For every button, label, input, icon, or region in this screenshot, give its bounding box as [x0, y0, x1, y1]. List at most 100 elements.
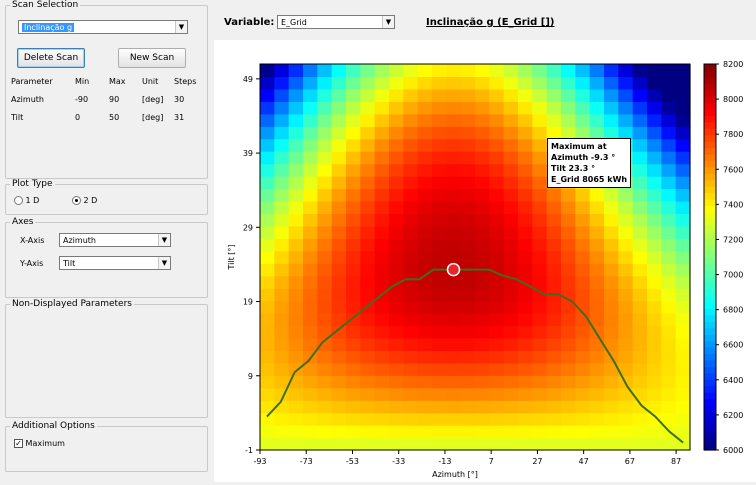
heatmap-cell: [389, 176, 404, 190]
chevron-down-icon[interactable]: ▼: [382, 16, 394, 28]
heatmap-cell: [489, 163, 505, 177]
heatmap-cell: [346, 113, 361, 127]
heatmap-cell: [561, 64, 576, 78]
table-cell: 30: [174, 94, 185, 104]
heatmap-cell: [561, 300, 576, 314]
colorbar-segment: [704, 128, 716, 136]
heatmap-cell: [432, 437, 447, 451]
heatmap-cell: [575, 387, 591, 401]
heatmap-cell: [288, 387, 304, 401]
heatmap-cell: [475, 88, 490, 102]
table-row[interactable]: Tilt 0 50 [deg] 31: [11, 108, 203, 126]
radio-2d-circle[interactable]: [72, 196, 81, 205]
heatmap-cell: [589, 113, 605, 127]
heatmap-cell: [274, 188, 290, 202]
heatmap-cell: [288, 362, 304, 376]
colorbar-segment: [704, 417, 716, 425]
radio-1d-circle[interactable]: [14, 196, 23, 205]
heatmap-cell: [288, 213, 304, 227]
heatmap-cell: [546, 375, 562, 389]
heatmap-cell: [260, 176, 275, 190]
heatmap-cell: [604, 263, 619, 277]
colorbar-segment: [704, 263, 716, 271]
colorbar-segment: [704, 353, 716, 361]
heatmap-cell: [432, 238, 447, 252]
heatmap-cell: [632, 362, 648, 376]
colorbar-segment: [704, 404, 716, 412]
maximum-checkbox[interactable]: ✓ Maximum: [14, 439, 65, 448]
heatmap-cell: [360, 188, 376, 202]
heatmap-cell: [389, 313, 404, 327]
colorbar-tick-label: 7200: [723, 235, 743, 244]
heatmap-cell: [503, 163, 519, 177]
delete-scan-button[interactable]: Delete Scan: [17, 48, 85, 68]
heatmap-cell: [503, 188, 519, 202]
heatmap-cell: [460, 88, 476, 102]
table-row[interactable]: Azimuth -90 90 [deg] 30: [11, 90, 203, 108]
heatmap-cell: [618, 325, 634, 339]
heatmap-cell: [403, 387, 419, 401]
heatmap-cell: [632, 200, 648, 215]
heatmap-cell: [647, 350, 662, 364]
heatmap-cell: [432, 188, 447, 202]
check-icon[interactable]: ✓: [14, 439, 23, 448]
heatmap-cell: [260, 412, 275, 426]
heatmap-cell: [647, 425, 662, 439]
heatmap-cell: [546, 213, 562, 227]
heatmap-cell: [288, 163, 304, 177]
heatmap-cell: [331, 163, 347, 177]
heatmap-cell: [288, 176, 304, 190]
heatmap-cell: [331, 375, 347, 389]
heatmap-cell: [360, 250, 376, 264]
radio-1d[interactable]: 1 D: [14, 196, 39, 205]
heatmap-cell: [647, 88, 662, 102]
heatmap-cell: [360, 163, 376, 177]
radio-2d[interactable]: 2 D: [72, 196, 97, 205]
chevron-down-icon[interactable]: ▼: [158, 257, 170, 269]
heatmap-cell: [561, 337, 576, 351]
heatmap-cell: [503, 325, 519, 339]
heatmap-cell: [331, 313, 347, 327]
heatmap-cell: [260, 288, 275, 302]
heatmap-cell: [675, 250, 691, 264]
heatmap-cell: [489, 275, 505, 289]
heatmap-cell: [503, 412, 519, 426]
heatmap-cell: [360, 151, 376, 165]
heatmap-cell: [618, 275, 634, 289]
heatmap-cell: [260, 337, 275, 351]
variable-select[interactable]: E_Grid ▼: [277, 15, 395, 29]
heatmap-cell: [331, 362, 347, 376]
heatmap-cell: [460, 101, 476, 115]
heatmap-cell: [518, 101, 533, 115]
heatmap-cell: [360, 101, 376, 115]
heatmap-cell: [432, 225, 447, 239]
new-scan-button[interactable]: New Scan: [118, 48, 186, 68]
heatmap-cell: [331, 113, 347, 127]
heatmap-cell: [546, 400, 562, 414]
heatmap-cell: [489, 88, 505, 102]
x-axis-select[interactable]: Azimuth ▼: [59, 233, 171, 247]
heatmap-cell: [618, 64, 634, 78]
heatmap-cell: [561, 362, 576, 376]
heatmap-cell: [647, 188, 662, 202]
colorbar-segment: [704, 359, 716, 367]
y-axis-select[interactable]: Tilt ▼: [59, 256, 171, 270]
chevron-down-icon[interactable]: ▼: [175, 21, 187, 33]
heatmap-cell: [446, 200, 462, 215]
x-tick-label: -13: [438, 457, 451, 466]
colorbar-segment: [704, 269, 716, 277]
heatmap-cell: [546, 387, 562, 401]
heatmap-cell: [446, 238, 462, 252]
heatmap-cell: [317, 101, 333, 115]
heatmap-cell: [360, 64, 376, 78]
heatmap-cell: [561, 275, 576, 289]
heatmap-cell: [403, 138, 419, 152]
scan-select[interactable]: Inclinação g ▼: [18, 20, 188, 34]
heatmap-cell: [589, 313, 605, 327]
heatmap-cell: [403, 425, 419, 439]
heatmap-cell: [346, 188, 361, 202]
heatmap-cell: [661, 437, 677, 451]
chevron-down-icon[interactable]: ▼: [158, 234, 170, 246]
heatmap-chart[interactable]: -93 -73 -53 -33 -13 7 27 47 67 87 -1 9 19 29 39 49 Azimu…: [214, 40, 756, 482]
heatmap-cell: [432, 64, 447, 78]
